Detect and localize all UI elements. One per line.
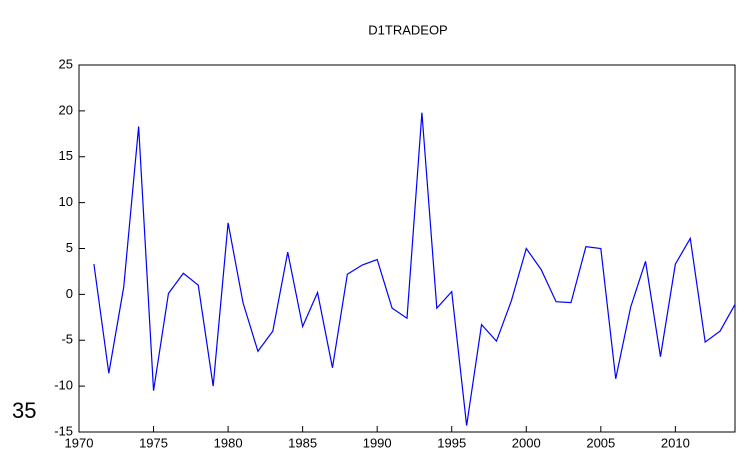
page-number: 35 <box>12 398 36 423</box>
y-tick-label: -10 <box>54 378 73 393</box>
x-tick-label: 1985 <box>288 435 317 450</box>
x-tick-label: 1975 <box>139 435 168 450</box>
y-tick-label: 0 <box>66 286 73 301</box>
y-tick-label: 15 <box>59 148 73 163</box>
x-tick-label: 2005 <box>586 435 615 450</box>
y-tick-label: 20 <box>59 102 73 117</box>
y-tick-label: 5 <box>66 240 73 255</box>
y-tick-label: 10 <box>59 194 73 209</box>
data-line <box>93 112 736 426</box>
x-tick-label: 2010 <box>661 435 690 450</box>
x-tick-label: 1995 <box>437 435 466 450</box>
plot-frame <box>78 64 736 433</box>
x-tick-label: 2000 <box>512 435 541 450</box>
x-tick-label: 1990 <box>363 435 392 450</box>
x-tick-label: 1980 <box>214 435 243 450</box>
y-tick-label: 25 <box>59 56 73 71</box>
y-tick-label: -15 <box>54 423 73 438</box>
y-tick-label: -5 <box>61 332 73 347</box>
x-tick-label: 1970 <box>65 435 94 450</box>
chart-title: D1TRADEOP <box>368 22 447 37</box>
